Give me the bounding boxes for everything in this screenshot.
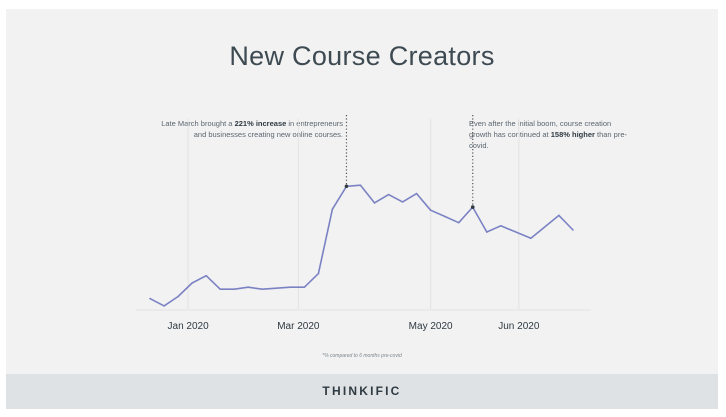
x-tick-label: Jan 2020 — [168, 321, 210, 332]
x-tick-label: May 2020 — [409, 321, 453, 332]
data-point — [247, 286, 250, 288]
data-point — [373, 202, 376, 204]
annotation-left-bold: 221% increase — [234, 119, 287, 128]
data-point — [387, 193, 390, 196]
data-point — [415, 192, 418, 195]
data-point — [572, 229, 574, 231]
series-line — [149, 184, 574, 307]
annotation-continued-growth: Even after the initial boom, course crea… — [469, 118, 629, 151]
chart-title: New Course Creators — [229, 41, 495, 71]
footer-bar: THINKIFIC — [6, 374, 718, 409]
x-tick-label: Jun 2020 — [498, 321, 540, 332]
data-point — [191, 282, 193, 284]
chart-card: New Course Creators Late March brought a… — [6, 9, 718, 409]
data-point — [331, 208, 334, 210]
highlight-point-1 — [470, 205, 475, 209]
data-point — [317, 272, 320, 275]
data-point — [233, 288, 236, 291]
annotation-left-post: in entrepreneurs and businesses creating… — [193, 119, 343, 139]
annotation-right-post: than pre-covid. — [469, 130, 628, 150]
highlight-point-0 — [344, 184, 349, 189]
data-point — [289, 286, 292, 288]
data-point — [500, 225, 502, 227]
data-point — [303, 286, 306, 288]
annotation-right-bold: 158% higher — [550, 130, 595, 139]
data-point — [359, 184, 362, 187]
data-point — [219, 288, 221, 291]
data-point — [275, 287, 278, 290]
data-point — [401, 201, 404, 203]
data-point — [429, 209, 432, 211]
x-tick-label: Mar 2020 — [277, 321, 320, 332]
annotation-late-march: Late March brought a 221% increase in en… — [153, 118, 343, 140]
annotation-left-pre: Late March brought a — [161, 119, 235, 128]
data-point — [558, 214, 560, 217]
thinkific-logo: THINKIFIC — [322, 384, 402, 398]
data-point — [443, 215, 446, 218]
data-point — [457, 221, 460, 224]
data-point — [149, 297, 151, 300]
data-point — [485, 231, 488, 233]
data-point — [261, 288, 264, 291]
annotation-right-pre: Even after the initial boom, course crea… — [469, 119, 612, 139]
data-point — [205, 274, 207, 277]
data-point — [530, 237, 532, 240]
line-chart: Jan 2020 Mar 2020 May 2020 Jun 2020 — [136, 115, 591, 332]
data-point — [177, 295, 179, 298]
footnote: *% compared to 6 months pre-covid — [322, 353, 402, 359]
data-point — [163, 305, 165, 307]
